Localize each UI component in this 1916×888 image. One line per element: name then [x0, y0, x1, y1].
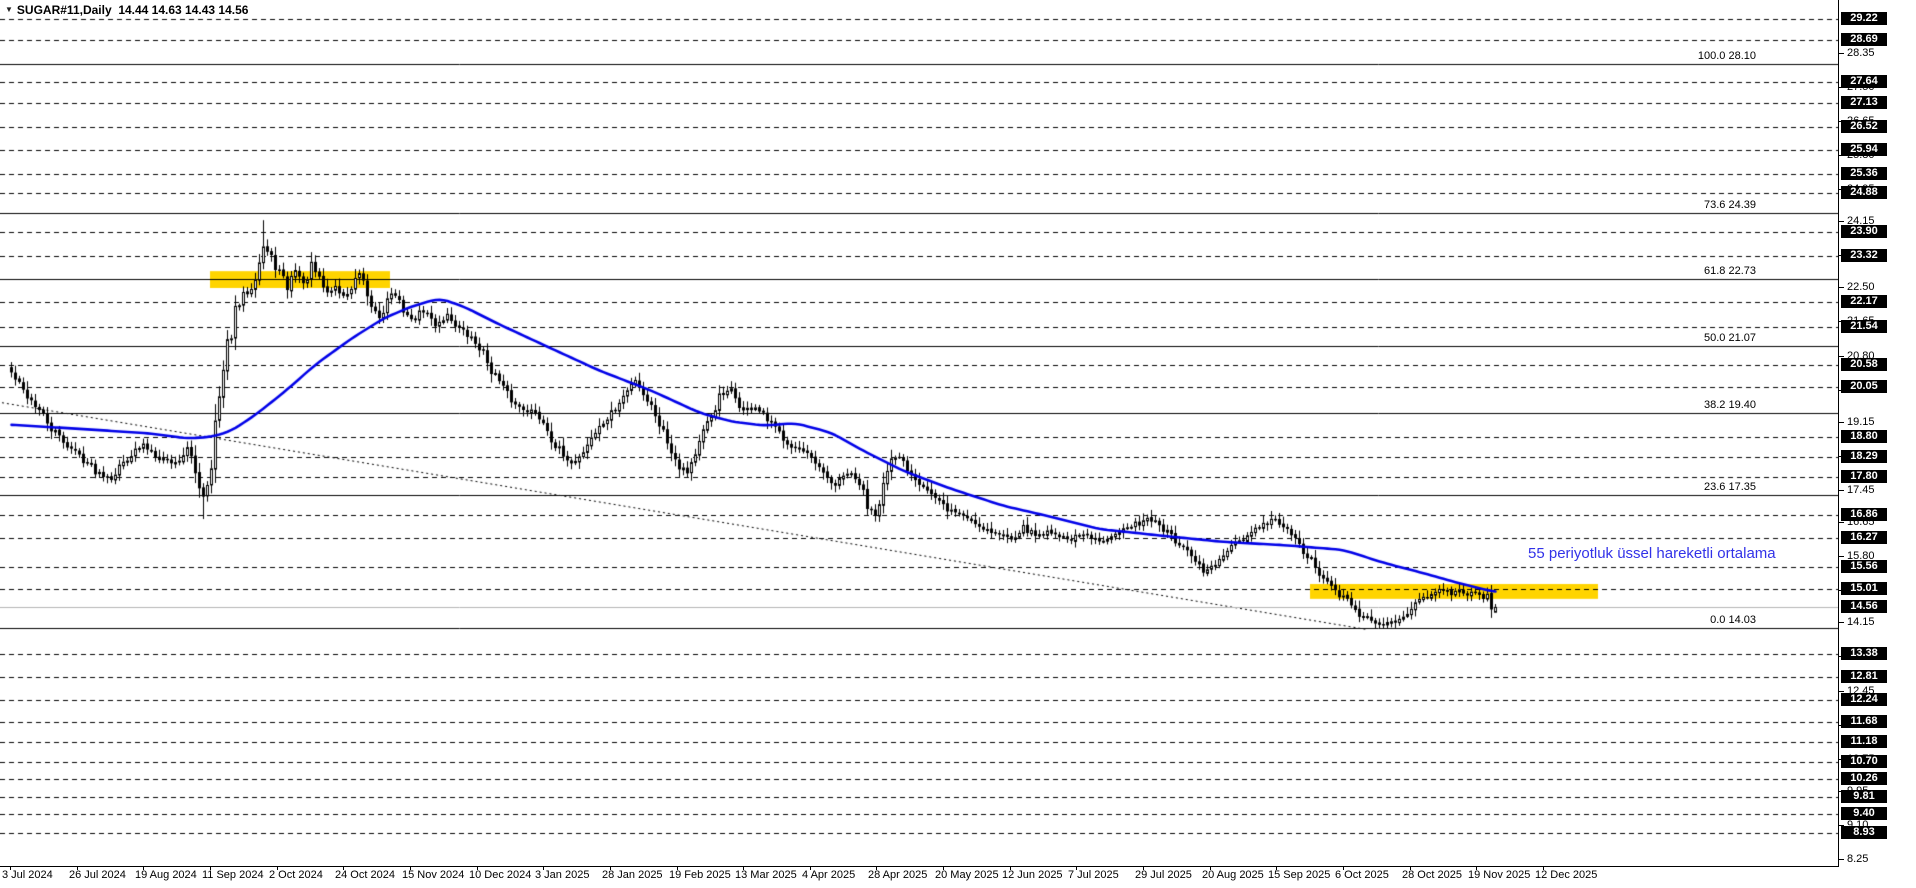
fib-level-label: 61.8 22.73 [1704, 265, 1756, 278]
date-tick-mark [1410, 867, 1411, 870]
time-axis[interactable]: 3 Jul 2024 26 Jul 2024 19 Aug 2024 11 Sep 2… [0, 867, 1916, 888]
price-level-flag[interactable]: 10.26 [1841, 772, 1887, 786]
date-tick-mark [10, 867, 11, 870]
price-level-flag[interactable]: 9.40 [1841, 806, 1887, 820]
price-level-flag[interactable]: 16.86 [1841, 507, 1887, 521]
date-tick-label: 11 Sep 2024 [202, 869, 264, 881]
date-tick-mark [1343, 867, 1344, 870]
current-price-flag[interactable]: 14.56 [1841, 599, 1887, 613]
date-tick-mark [943, 867, 944, 870]
date-tick-label: 19 Aug 2024 [135, 869, 197, 881]
date-tick-mark [810, 867, 811, 870]
price-level-flag[interactable]: 20.58 [1841, 358, 1887, 372]
price-level-flag[interactable]: 27.13 [1841, 95, 1887, 109]
date-tick-label: 28 Oct 2025 [1402, 869, 1462, 881]
price-level-flag[interactable]: 25.36 [1841, 166, 1887, 180]
date-tick-label: 12 Jun 2025 [1002, 869, 1063, 881]
date-tick-label: 15 Sep 2025 [1268, 869, 1331, 881]
date-tick-mark [1210, 867, 1211, 870]
date-tick-mark [143, 867, 144, 870]
date-tick-mark [477, 867, 478, 870]
price-level-flag[interactable]: 12.24 [1841, 692, 1887, 706]
date-tick-label: 6 Oct 2025 [1335, 869, 1389, 881]
price-level-flag[interactable]: 26.52 [1841, 120, 1887, 134]
fib-level-label: 50.0 21.07 [1704, 331, 1756, 344]
price-chart-canvas[interactable] [0, 0, 1838, 866]
date-tick-mark [1010, 867, 1011, 870]
price-level-flag[interactable]: 8.93 [1841, 825, 1887, 839]
price-level-flag[interactable]: 20.05 [1841, 379, 1887, 393]
date-tick-mark [1543, 867, 1544, 870]
date-tick-label: 19 Feb 2025 [669, 869, 731, 881]
price-level-flag[interactable]: 15.01 [1841, 581, 1887, 595]
date-tick-label: 2 Oct 2024 [269, 869, 323, 881]
date-tick-mark [1276, 867, 1277, 870]
date-tick-label: 3 Jan 2025 [535, 869, 590, 881]
price-level-flag[interactable]: 11.68 [1841, 715, 1887, 729]
symbol-dropdown-arrow[interactable]: ▼ [5, 5, 13, 14]
price-level-flag[interactable]: 16.27 [1841, 531, 1887, 545]
date-tick-mark [1076, 867, 1077, 870]
chart-plot-area: ▼ SUGAR#11,Daily 14.44 14.63 14.43 14.56 … [0, 0, 1839, 867]
chart-symbol-label: SUGAR#11,Daily [16, 3, 112, 17]
date-tick-label: 20 May 2025 [935, 869, 999, 881]
price-level-flag[interactable]: 18.80 [1841, 429, 1887, 443]
date-tick-label: 15 Nov 2024 [402, 869, 465, 881]
price-level-flag[interactable]: 21.54 [1841, 319, 1887, 333]
price-level-flag[interactable]: 23.90 [1841, 225, 1887, 239]
price-level-flag[interactable]: 15.56 [1841, 559, 1887, 573]
price-level-flag[interactable]: 13.38 [1841, 647, 1887, 661]
date-tick-mark [1143, 867, 1144, 870]
date-tick-mark [343, 867, 344, 870]
date-tick-label: 24 Oct 2024 [335, 869, 395, 881]
date-tick-mark [543, 867, 544, 870]
date-tick-mark [677, 867, 678, 870]
price-axis[interactable]: 28.3527.5026.6525.8024.9524.1523.3022.50… [1839, 0, 1916, 866]
date-tick-label: 12 Dec 2025 [1535, 869, 1598, 881]
date-tick-mark [610, 867, 611, 870]
price-level-flag[interactable]: 24.88 [1841, 185, 1887, 199]
date-tick-label: 29 Jul 2025 [1135, 869, 1192, 881]
date-tick-mark [277, 867, 278, 870]
price-level-flag[interactable]: 12.81 [1841, 670, 1887, 684]
fib-level-label: 38.2 19.40 [1704, 398, 1756, 411]
date-tick-label: 7 Jul 2025 [1068, 869, 1119, 881]
price-level-flag[interactable]: 27.64 [1841, 75, 1887, 89]
price-level-flag[interactable]: 11.18 [1841, 735, 1887, 749]
chart-title: ▼ SUGAR#11,Daily 14.44 14.63 14.43 14.56 [5, 3, 248, 17]
price-level-flag[interactable]: 17.80 [1841, 469, 1887, 483]
price-level-flag[interactable]: 10.70 [1841, 754, 1887, 768]
date-tick-label: 26 Jul 2024 [69, 869, 126, 881]
date-tick-mark [743, 867, 744, 870]
price-level-flag[interactable]: 18.29 [1841, 450, 1887, 464]
date-tick-label: 3 Jul 2024 [2, 869, 53, 881]
price-level-flag[interactable]: 9.81 [1841, 790, 1887, 804]
date-tick-mark [210, 867, 211, 870]
date-tick-mark [1476, 867, 1477, 870]
date-tick-label: 28 Apr 2025 [868, 869, 928, 881]
price-level-flag[interactable]: 25.94 [1841, 143, 1887, 157]
ema-annotation-text: 55 periyotluk üssel hareketli ortalama [1528, 545, 1776, 562]
fib-level-label: 100.0 28.10 [1697, 49, 1756, 62]
price-level-flag[interactable]: 28.69 [1841, 33, 1887, 47]
date-tick-label: 13 Mar 2025 [735, 869, 797, 881]
date-tick-label: 4 Apr 2025 [802, 869, 856, 881]
fib-level-label: 73.6 24.39 [1704, 198, 1756, 211]
date-tick-label: 20 Aug 2025 [1202, 869, 1264, 881]
price-level-flag[interactable]: 22.17 [1841, 294, 1887, 308]
fib-level-label: 23.6 17.35 [1704, 480, 1756, 493]
date-tick-label: 28 Jan 2025 [602, 869, 663, 881]
date-tick-mark [410, 867, 411, 870]
date-tick-mark [876, 867, 877, 870]
price-level-flag[interactable]: 29.22 [1841, 11, 1887, 25]
fib-level-label: 0.0 14.03 [1710, 614, 1756, 627]
date-tick-label: 10 Dec 2024 [469, 869, 532, 881]
date-tick-label: 19 Nov 2025 [1468, 869, 1531, 881]
price-level-flag[interactable]: 23.32 [1841, 248, 1887, 262]
date-tick-mark [77, 867, 78, 870]
chart-ohlc-readout: 14.44 14.63 14.43 14.56 [118, 3, 249, 17]
